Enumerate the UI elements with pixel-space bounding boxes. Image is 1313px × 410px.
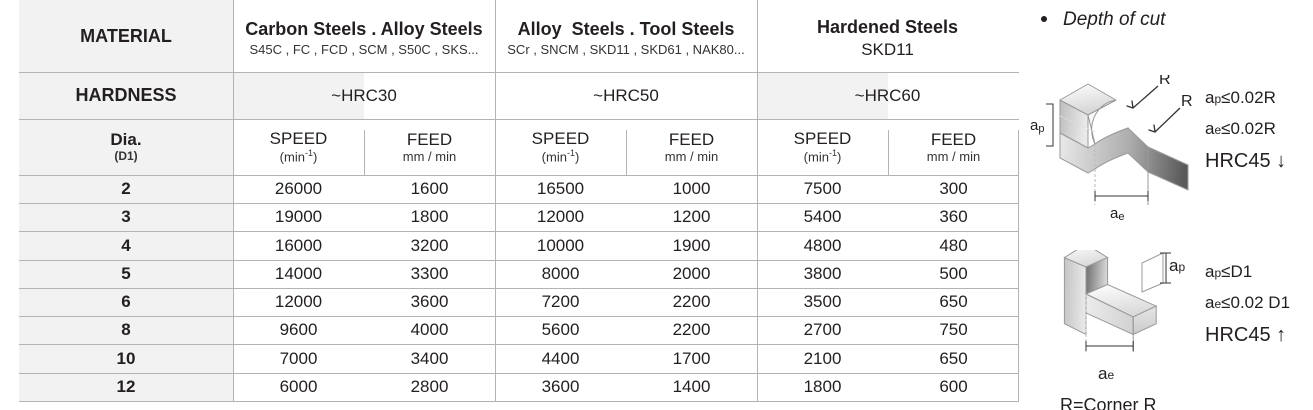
svg-text:R: R — [1181, 93, 1193, 110]
svg-text:ap: ap — [1030, 117, 1044, 135]
svg-text:ae: ae — [1110, 205, 1124, 223]
svg-text:R: R — [1159, 75, 1171, 88]
